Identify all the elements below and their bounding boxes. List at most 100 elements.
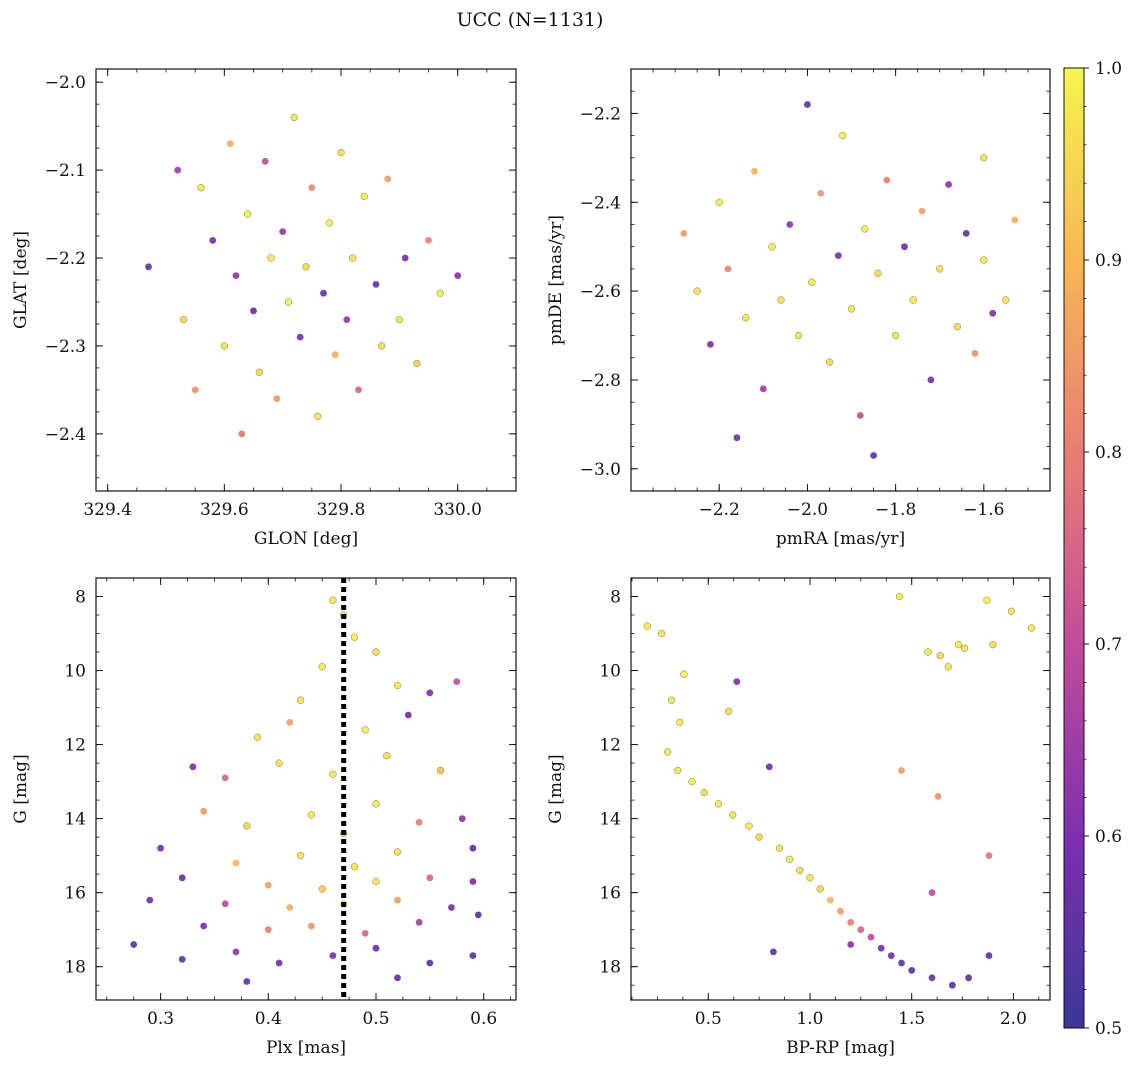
scatter-point [794, 331, 803, 340]
y-axis-label: pmDE [mas/yr] [546, 215, 566, 345]
scatter-point [895, 592, 904, 601]
scatter-point [200, 807, 208, 815]
scatter-point [415, 918, 423, 926]
scatter-point [372, 648, 380, 656]
scatter-point [329, 596, 337, 604]
scatter-point [971, 349, 979, 357]
scatter-point [857, 926, 865, 934]
scatter-point [908, 967, 916, 974]
scatter-point [874, 269, 882, 277]
colorbar-tick-label: 0.8 [1095, 443, 1122, 463]
scatter-point [663, 748, 672, 756]
scatter-point [220, 342, 228, 350]
scatter-point [329, 952, 337, 959]
scatter-point [928, 889, 936, 896]
scatter-point [707, 341, 714, 348]
scatter-point [355, 386, 362, 394]
scatter-point [426, 959, 434, 967]
scatter-point [253, 733, 262, 741]
scatter-point [751, 167, 758, 175]
scatter-point [985, 952, 993, 959]
y-axis-label: G [mag] [546, 754, 566, 823]
scatter-point [839, 131, 847, 140]
scatter-point [361, 930, 369, 937]
scatter-point [700, 789, 708, 797]
x-tick-label: 1.0 [796, 1009, 823, 1029]
scatter-point [883, 176, 891, 184]
scatter-point [861, 225, 869, 233]
scatter-point [454, 272, 462, 279]
x-tick-label: 329.6 [200, 500, 249, 520]
scatter-point [676, 718, 684, 727]
scatter-point [877, 944, 885, 952]
y-tick-label: 18 [599, 958, 621, 978]
scatter-points [145, 113, 462, 438]
scatter-point [232, 948, 240, 956]
scatter-point [179, 315, 188, 324]
scatter-point [314, 412, 322, 420]
y-tick-label: 12 [64, 736, 86, 756]
scatter-point [745, 822, 753, 830]
scatter-point [191, 386, 199, 394]
scatter-point [733, 678, 741, 685]
scatter-point [250, 307, 257, 315]
scatter-point [267, 254, 275, 262]
scatter-point [307, 811, 316, 819]
scatter-point [401, 254, 409, 262]
y-axis-label: G [mag] [11, 754, 31, 823]
scatter-point [174, 166, 182, 174]
x-tick-label: 1.5 [898, 1009, 925, 1029]
scatter-point [804, 101, 811, 108]
scatter-point [944, 663, 952, 671]
scatter-point [286, 904, 294, 911]
x-tick-label: 0.5 [695, 1009, 722, 1029]
scatter-point [775, 844, 784, 852]
scatter-point [927, 376, 935, 384]
scatter-point [729, 811, 737, 819]
scatter-point [469, 952, 477, 959]
scatter-point [349, 254, 357, 262]
scatter-point [264, 881, 272, 889]
scatter-point [331, 351, 339, 359]
x-tick-label: 330.0 [433, 500, 482, 520]
x-tick-label: −2.0 [787, 500, 828, 520]
scatter-point [238, 430, 246, 438]
scatter-point [989, 640, 997, 649]
colorbar-tick-label: 0.7 [1095, 635, 1122, 655]
scatter-point [474, 911, 482, 919]
x-tick-label: −2.2 [699, 500, 740, 520]
scatter-point [770, 948, 777, 956]
scatter-point [668, 696, 676, 704]
scatter-point [320, 289, 327, 297]
scatter-point [296, 696, 305, 704]
scatter-point [415, 818, 423, 826]
scatter-point [954, 640, 963, 649]
scatter-point [157, 844, 165, 852]
scatter-point [178, 955, 186, 963]
y-axis-label: GLAT [deg] [11, 231, 31, 329]
scatter-point [221, 774, 229, 782]
scatter-point [284, 298, 293, 306]
scatter-point [724, 265, 732, 273]
y-tick-label: −2.6 [580, 282, 621, 302]
axes-frame [630, 68, 1051, 492]
scatter-point [395, 315, 403, 324]
y-tick-label: 14 [64, 810, 86, 830]
scatter-point [393, 848, 402, 856]
scatter-point [197, 184, 205, 192]
scatter-point [469, 878, 477, 885]
scatter-point [360, 192, 368, 201]
scatter-point [960, 644, 969, 652]
scatter-point [404, 711, 412, 719]
scatter-point [296, 333, 304, 341]
x-axis-label: pmRA [mas/yr] [776, 529, 905, 549]
scatter-point [343, 316, 351, 323]
scatter-point [308, 184, 316, 192]
scatter-point [934, 793, 942, 800]
axes-frame [630, 577, 1051, 1001]
scatter-point [891, 331, 900, 340]
x-axis-label: Plx [mas] [266, 1038, 346, 1058]
scatter-point [279, 228, 287, 236]
scatter-point [680, 670, 688, 678]
scatter-point [847, 918, 855, 926]
